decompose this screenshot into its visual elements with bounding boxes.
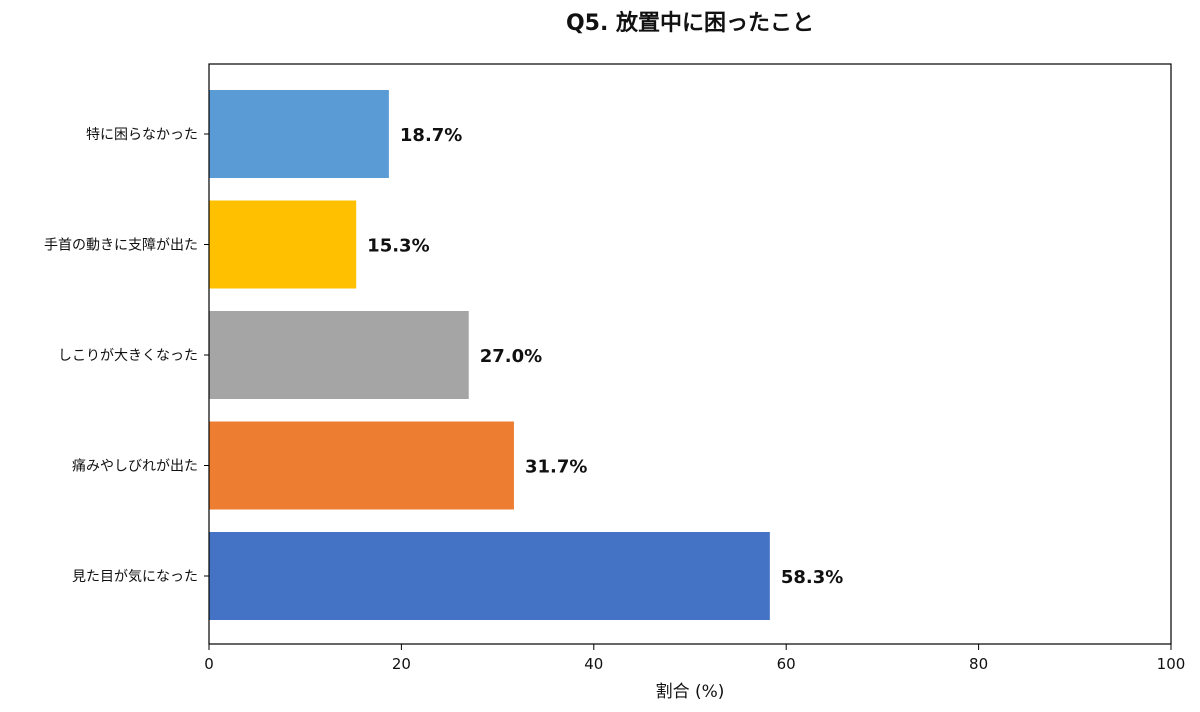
bar-3 [209, 421, 514, 510]
bars-layer [209, 90, 770, 620]
x-tick-label-0: 0 [204, 655, 214, 673]
x-tick-label-4: 80 [969, 655, 988, 673]
bar-0 [209, 90, 389, 178]
data-label-0: 18.7% [400, 125, 462, 146]
category-label-0: 特に困らなかった [86, 127, 198, 143]
x-tick-label-3: 60 [777, 655, 796, 673]
x-axis-label: 割合 (%) [656, 682, 725, 702]
x-axis-ticks: 0 20 40 60 80 100 [204, 644, 1185, 673]
data-labels-layer: 18.7% 15.3% 27.0% 31.7% 58.3% [367, 125, 843, 588]
x-tick-label-1: 20 [392, 655, 411, 673]
data-label-3: 31.7% [525, 457, 587, 478]
bar-1 [209, 200, 357, 289]
category-labels-layer: 特に困らなかった手首の動きに支障が出たしこりが大きくなった痛みやしびれが出た見た… [44, 127, 209, 585]
x-tick-label-2: 40 [584, 655, 603, 673]
plot-frame [208, 63, 1172, 645]
x-tick-label-5: 100 [1157, 655, 1186, 673]
category-label-3: 痛みやしびれが出た [72, 458, 198, 475]
bar-4 [209, 532, 770, 620]
category-label-1: 手首の動きに支障が出た [44, 238, 198, 254]
data-label-2: 27.0% [480, 346, 542, 367]
data-label-4: 58.3% [781, 567, 843, 588]
category-label-4: 見た目が気になった [72, 569, 198, 585]
bar-2 [209, 311, 469, 399]
category-label-2: しこりが大きくなった [58, 348, 198, 364]
data-label-1: 15.3% [367, 236, 429, 257]
chart-title: Q5. 放置中に困ったこと [566, 10, 814, 36]
